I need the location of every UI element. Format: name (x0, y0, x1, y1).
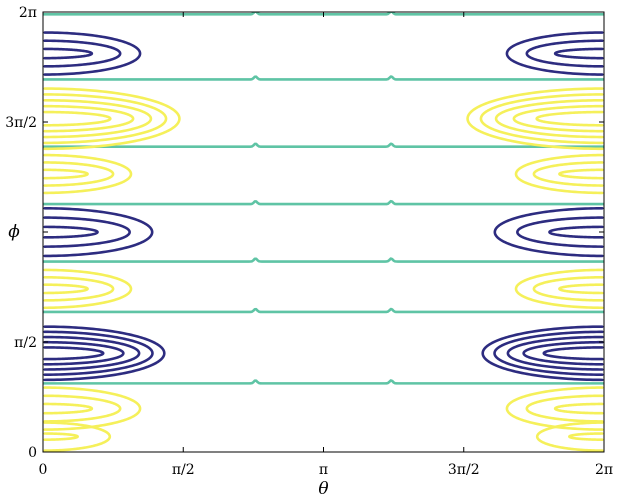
contour-negative-left (43, 207, 154, 258)
contour-negative-right (493, 207, 604, 258)
contour-negative-left (43, 47, 94, 60)
contour-negative-right (553, 47, 604, 60)
contour-zero (43, 199, 604, 206)
contour-positive-right (535, 421, 604, 452)
contour-positive-right (479, 93, 604, 145)
x-tick-label: π/2 (172, 462, 195, 478)
contour-positive-left (43, 99, 153, 139)
contour-negative-left (43, 340, 125, 366)
contour-positive-left (43, 283, 89, 295)
contour-negative-left (43, 31, 142, 76)
x-tick-label: 3π/2 (448, 462, 480, 478)
contour-positive-right (532, 161, 604, 187)
contour-negative-right (516, 216, 604, 248)
contour-negative-right (505, 31, 604, 76)
contour-positive-left (43, 93, 168, 145)
contour-negative-left (43, 216, 131, 248)
contour-negative-left (43, 335, 141, 371)
contour-negative-left (43, 346, 105, 361)
contour-positive-left (43, 104, 135, 133)
contour-positive-left (43, 386, 142, 431)
contour-positive-right (558, 168, 604, 180)
contour-negative-left (43, 330, 154, 376)
contour-positive-right (532, 275, 604, 302)
contour-zero (43, 307, 604, 314)
contour-negative-right (522, 340, 604, 366)
contour-positive-right (514, 268, 604, 310)
x-tick-label: π (319, 462, 328, 478)
contour-negative-right (493, 330, 604, 376)
contour-positive-left (43, 394, 122, 423)
contour-positive-left (43, 87, 181, 151)
contour-zero (43, 142, 604, 148)
x-axis-label: θ (318, 479, 328, 498)
contour-positive-right (466, 87, 604, 151)
y-tick-label: π/2 (14, 335, 37, 351)
contour-negative-left (43, 325, 166, 382)
axis-ticks: 0 π/2 π 3π/2 2π 0 π/2 3π/2 2π (5, 5, 613, 478)
contour-positive-right (525, 394, 604, 423)
contour-positive-left (43, 275, 115, 302)
contour-lines (43, 12, 604, 452)
contour-negative-right (548, 225, 604, 239)
contour-positive-right (505, 386, 604, 431)
contour-positive-left (43, 432, 79, 441)
contour-positive-right (558, 283, 604, 295)
contour-positive-left (43, 421, 112, 452)
y-tick-label: 3π/2 (5, 115, 37, 131)
contour-positive-left (43, 110, 112, 127)
contour-positive-left (43, 402, 94, 415)
contour-positive-left (43, 268, 133, 310)
x-tick-label: 2π (595, 462, 613, 478)
contour-negative-right (525, 39, 604, 68)
contour-negative-left (43, 39, 122, 68)
contour-positive-right (514, 153, 604, 195)
contour-negative-right (542, 346, 604, 361)
contour-positive-right (494, 99, 604, 139)
contour-zero (43, 257, 604, 263)
contour-positive-left (43, 161, 115, 187)
contour-positive-left (43, 153, 133, 195)
contour-positive-left (43, 168, 89, 180)
contour-negative-left (43, 225, 99, 239)
contour-zero (43, 75, 604, 81)
y-tick-label: 2π (19, 5, 37, 21)
contour-positive-right (553, 402, 604, 415)
y-tick-label: 0 (28, 445, 37, 461)
contour-negative-right (481, 325, 604, 382)
contour-positive-right (568, 432, 604, 441)
contour-positive-right (512, 104, 604, 133)
contour-positive-right (535, 110, 604, 127)
contour-negative-right (506, 335, 604, 371)
plot-frame (42, 11, 605, 453)
y-axis-label: ϕ (8, 222, 20, 242)
x-tick-label: 0 (39, 462, 48, 478)
contour-zero (43, 379, 604, 385)
